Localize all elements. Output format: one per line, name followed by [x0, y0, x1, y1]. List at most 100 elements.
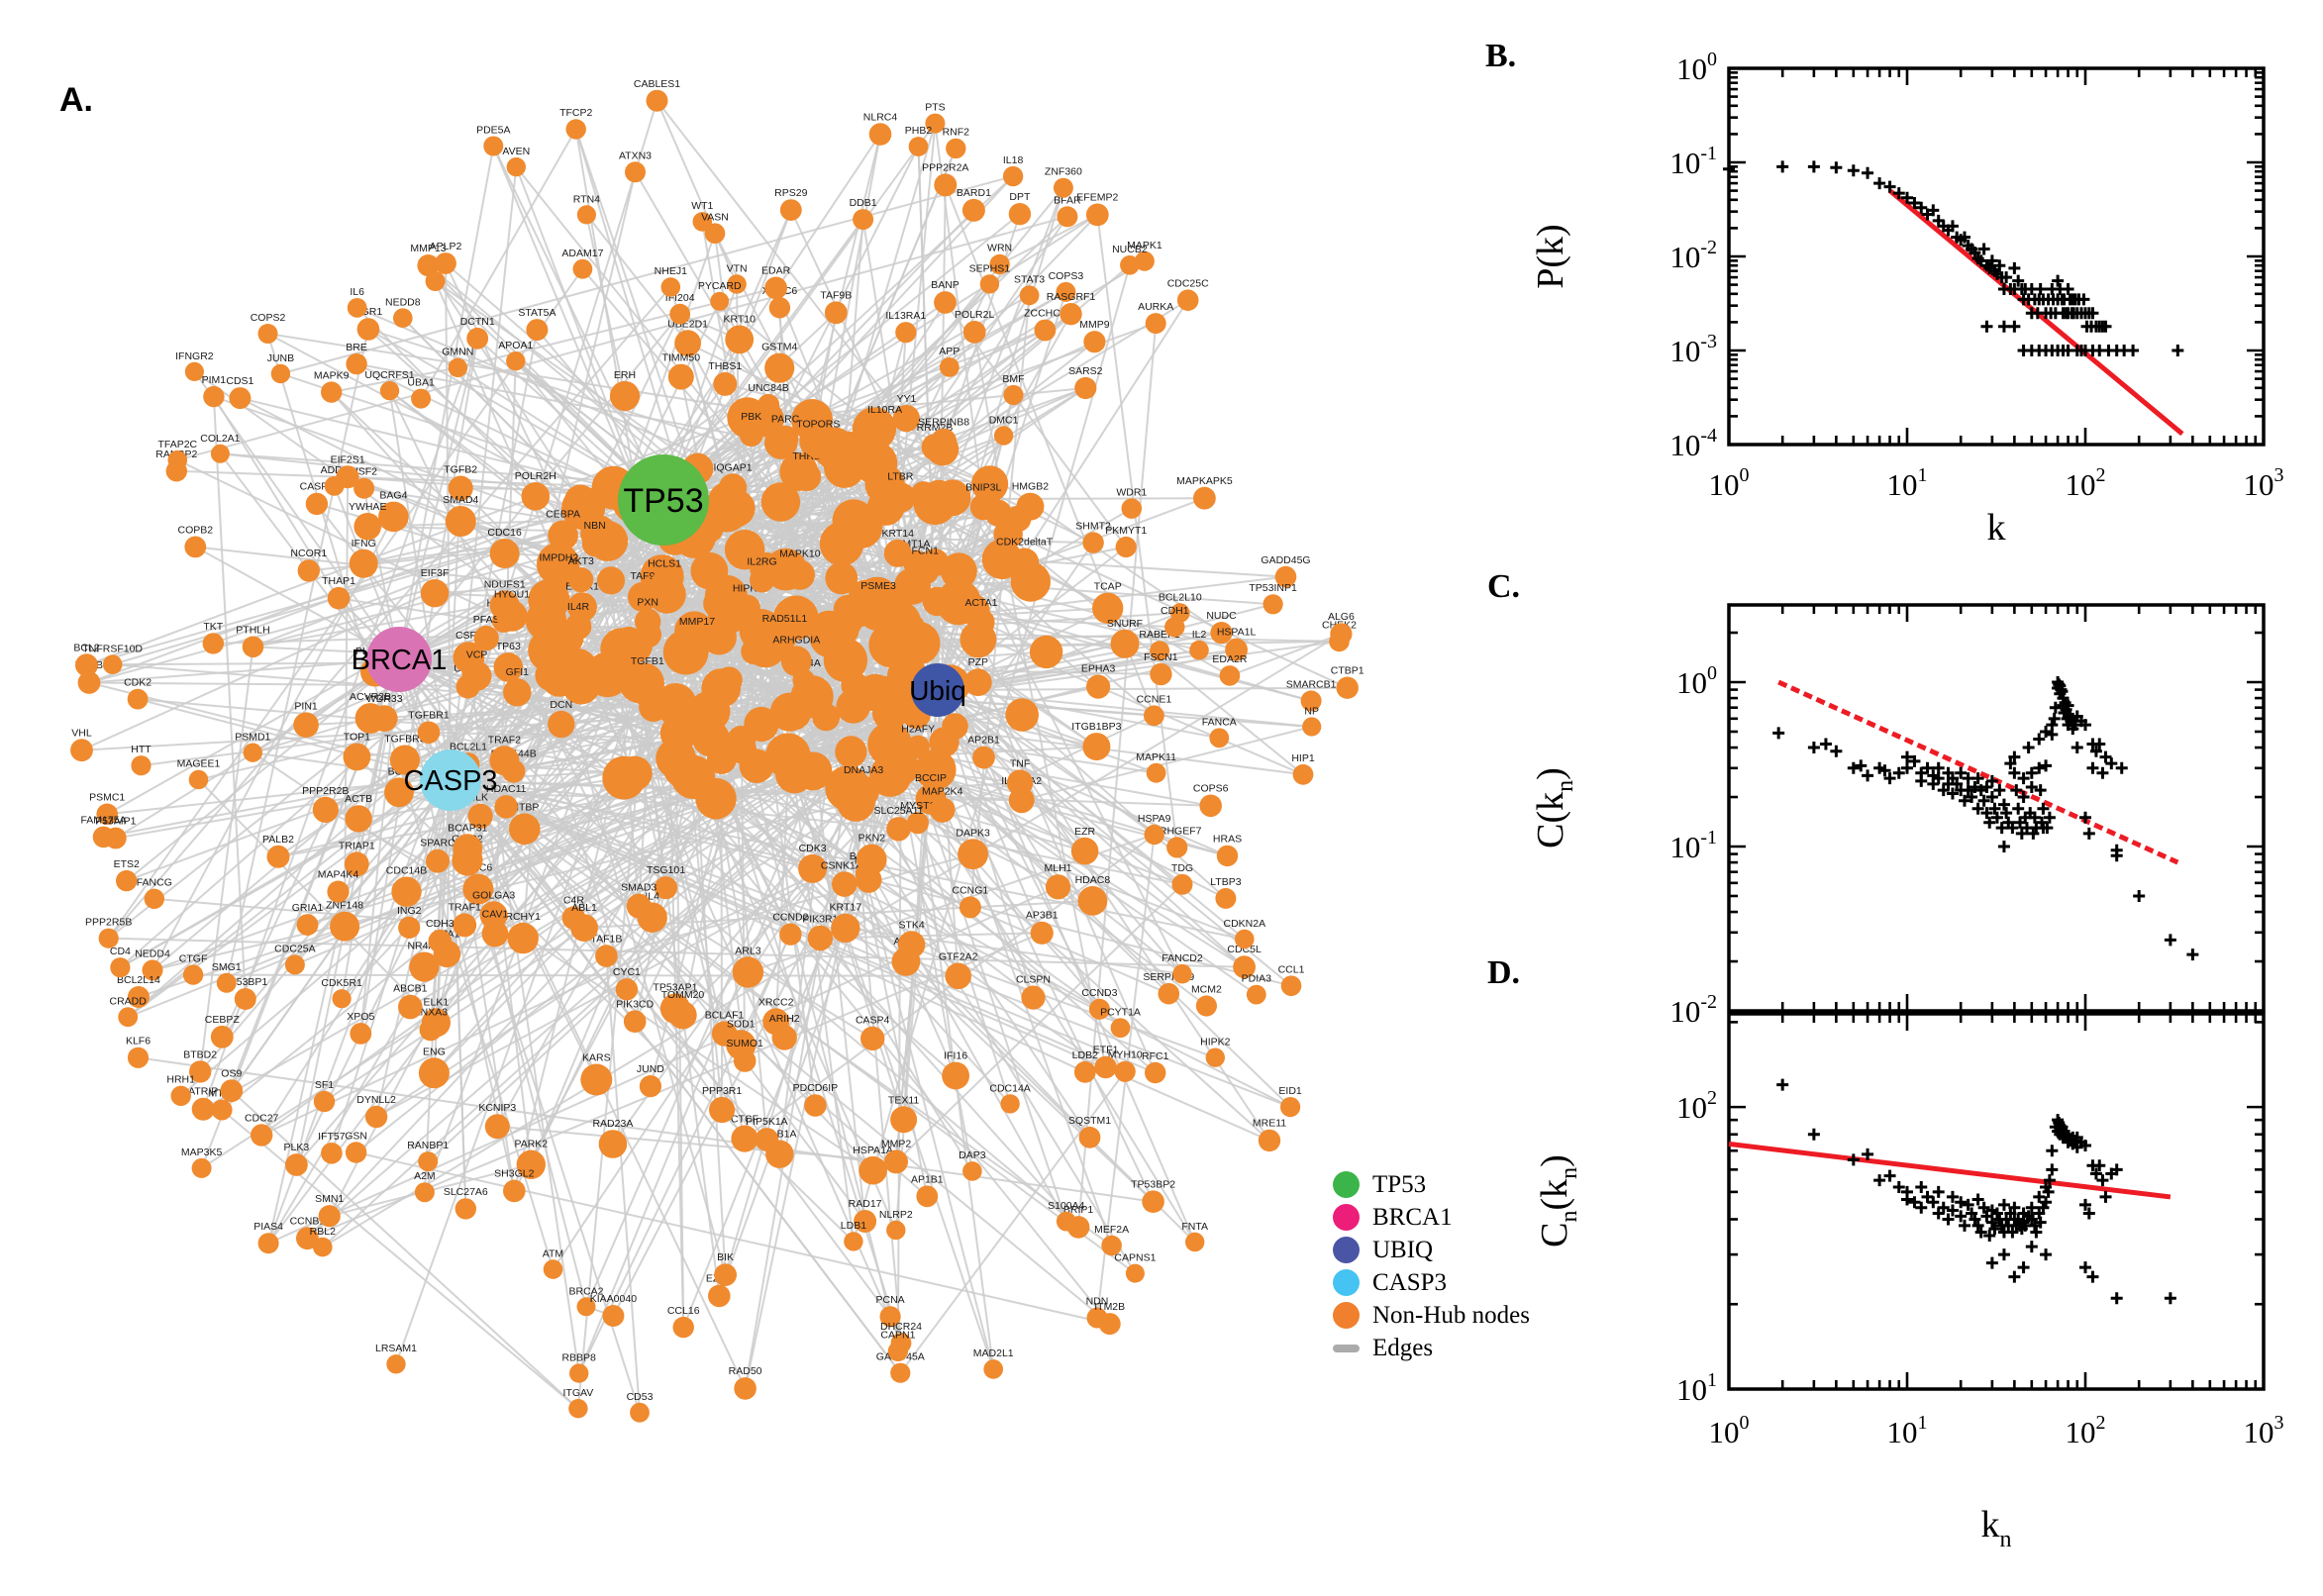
gene-node-label: PIK3R1 — [802, 914, 838, 926]
non-hub-node — [580, 1063, 613, 1096]
gene-node-label: BAG4 — [379, 490, 407, 502]
gene-node-label: IL4R — [567, 601, 590, 613]
non-hub-node — [167, 449, 188, 470]
non-hub-node — [1150, 641, 1170, 661]
y-tick-label: 10-3 — [1669, 331, 1717, 368]
non-hub-node — [618, 628, 653, 663]
network-legend: TP53 BRCA1 UBIQ CASP3 Non-Hub nodes Edges — [1333, 1168, 1530, 1364]
non-hub-node — [962, 1161, 982, 1181]
gene-node-label: EDA2R — [1212, 653, 1247, 665]
gene-node-label: CDC27 — [245, 1112, 279, 1124]
gene-node-label: PDIA3 — [1242, 973, 1272, 985]
non-hub-node — [243, 743, 262, 762]
non-hub-node — [1144, 705, 1164, 727]
gene-node-label: DYNLL2 — [356, 1094, 396, 1106]
x-tick-label: 102 — [2066, 464, 2106, 502]
non-hub-node — [825, 561, 858, 595]
non-hub-node — [481, 920, 509, 948]
non-hub-node — [211, 1099, 233, 1121]
gene-node-label: H2AFY — [901, 724, 935, 736]
non-hub-node — [116, 869, 138, 892]
gene-node-label: GSTM4 — [761, 342, 797, 353]
legend-node-swatch — [1333, 1171, 1360, 1198]
gene-node-label: ARHGEF7 — [1153, 825, 1202, 837]
gene-node-label: GRIA1 — [292, 902, 324, 914]
non-hub-node — [466, 327, 489, 349]
axis-ticks — [1727, 605, 2266, 1013]
gene-node-label: EZR — [1074, 826, 1095, 838]
non-hub-node — [127, 1047, 150, 1068]
non-hub-node — [1030, 921, 1054, 945]
gene-node-label: PKN2 — [858, 833, 886, 845]
non-hub-node — [417, 721, 441, 745]
non-hub-node — [435, 252, 456, 274]
gene-node-label: CCNB1 — [290, 1215, 326, 1227]
non-hub-node — [639, 1075, 662, 1098]
gene-node-label: MMP17 — [679, 616, 715, 628]
gene-node-label: BTBD2 — [183, 1048, 217, 1060]
non-hub-node — [792, 462, 822, 492]
non-hub-node — [832, 617, 859, 645]
gene-node-label: IFI16 — [944, 1050, 967, 1062]
gene-node-label: C4R — [563, 894, 584, 906]
non-hub-node — [1193, 486, 1216, 510]
gene-node-label: CDC25A — [274, 943, 315, 954]
gene-node-label: FANCA — [1202, 716, 1237, 728]
non-hub-node — [1056, 281, 1076, 302]
non-hub-node — [710, 291, 730, 311]
gene-node-label: RFC1 — [1142, 1050, 1169, 1062]
non-hub-node — [628, 581, 657, 612]
gene-node-label: CDK2deltaT — [996, 537, 1054, 549]
gene-node-label: MAPK9 — [314, 369, 350, 381]
non-hub-node — [321, 1143, 343, 1164]
non-hub-node — [1121, 498, 1143, 519]
non-hub-node — [819, 522, 864, 566]
non-hub-node — [884, 1149, 908, 1174]
gene-node-label: PPP2R2B — [302, 785, 349, 797]
gene-node-label: KARS — [582, 1052, 611, 1064]
non-hub-node — [344, 851, 369, 877]
gene-node-label: XPO5 — [347, 1011, 374, 1023]
gene-node-label: VCP — [466, 649, 488, 661]
gene-node-label: SH3GL2 — [494, 1168, 534, 1180]
gene-node-label: PCYT1A — [1100, 1006, 1141, 1018]
gene-node-label: CDC14A — [989, 1082, 1030, 1094]
non-hub-node — [768, 297, 791, 319]
gene-node-label: CDK3 — [799, 843, 827, 854]
non-hub-node — [203, 385, 225, 408]
non-hub-node — [568, 1399, 588, 1419]
non-hub-node — [473, 625, 499, 651]
non-hub-node — [184, 536, 207, 558]
gene-node-label: KRT17 — [830, 902, 862, 914]
non-hub-node — [453, 834, 483, 864]
gene-node-label: NDN — [1086, 1296, 1109, 1308]
non-hub-node — [609, 380, 641, 412]
non-hub-node — [667, 363, 694, 390]
non-hub-node — [771, 425, 799, 452]
non-hub-node — [1262, 594, 1283, 615]
plot-frame — [1727, 1012, 2266, 1391]
non-hub-node — [725, 325, 755, 354]
non-hub-node — [1280, 1097, 1301, 1118]
gene-node-label: UQCRFS1 — [364, 369, 414, 381]
gene-node-label: ZCCHC8 — [1024, 308, 1066, 320]
gene-node-label: DMC1 — [989, 414, 1019, 426]
gene-node-label: AKT3 — [568, 555, 594, 567]
non-hub-node — [755, 1128, 779, 1151]
non-hub-node — [425, 271, 446, 291]
panel-label-c: C. — [1487, 568, 1521, 605]
non-hub-node — [844, 1232, 863, 1251]
legend-item-brca1: BRCA1 — [1333, 1201, 1530, 1234]
non-hub-node — [384, 777, 414, 808]
gene-node-label: HRH1 — [166, 1074, 195, 1086]
gene-node-label: CCND2 — [772, 912, 808, 924]
gene-node-label: CLSPN — [1016, 974, 1051, 986]
non-hub-node — [313, 1090, 336, 1113]
non-hub-node — [548, 710, 575, 739]
gene-node-label: CAPN1 — [880, 1330, 915, 1342]
y-axis-title: C(kn) — [1530, 767, 1578, 848]
non-hub-node — [516, 1149, 546, 1180]
non-hub-node — [1060, 303, 1082, 326]
gene-node-label: BRE — [346, 342, 367, 353]
non-hub-node — [1189, 640, 1209, 660]
